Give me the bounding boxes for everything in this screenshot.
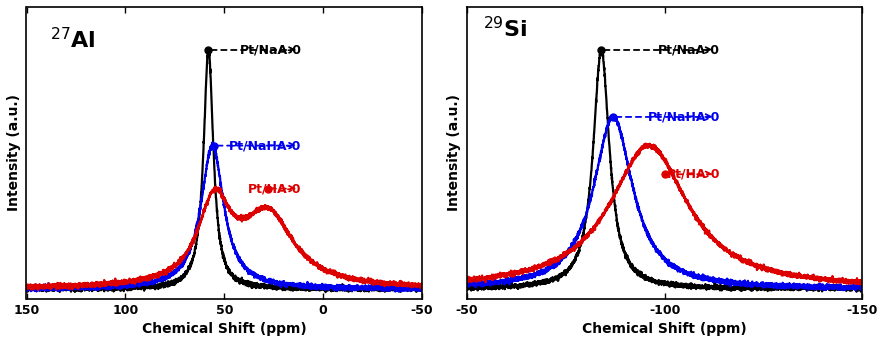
Text: Pt/HA-0: Pt/HA-0 xyxy=(248,182,302,195)
Text: Pt/NaA-0: Pt/NaA-0 xyxy=(240,44,302,57)
Text: Pt/NaHA-0: Pt/NaHA-0 xyxy=(229,139,302,152)
X-axis label: Chemical Shift (ppm): Chemical Shift (ppm) xyxy=(142,322,307,336)
Y-axis label: Intensity (a.u.): Intensity (a.u.) xyxy=(7,94,21,211)
Text: Pt/HA-0: Pt/HA-0 xyxy=(666,168,720,181)
Text: Pt/NaA-0: Pt/NaA-0 xyxy=(658,44,720,57)
Y-axis label: Intensity (a.u.): Intensity (a.u.) xyxy=(447,94,461,211)
X-axis label: Chemical Shift (ppm): Chemical Shift (ppm) xyxy=(582,322,747,336)
Text: $^{27}$Al: $^{27}$Al xyxy=(50,27,96,52)
Text: $^{29}$Si: $^{29}$Si xyxy=(482,16,527,41)
Text: Pt/NaHA-0: Pt/NaHA-0 xyxy=(648,110,720,123)
